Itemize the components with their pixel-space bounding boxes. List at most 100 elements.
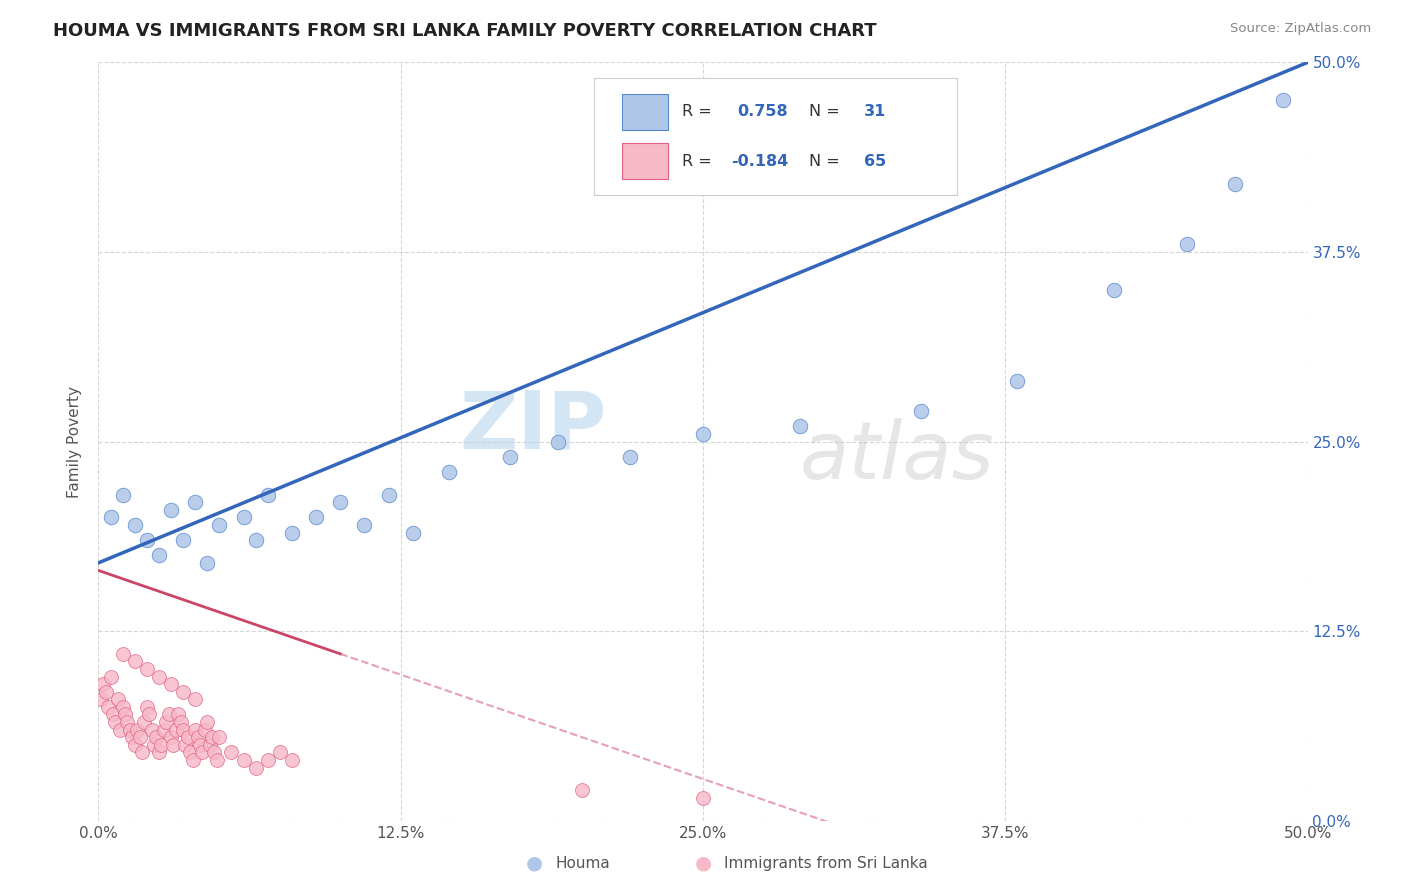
Point xyxy=(124,738,146,752)
Point xyxy=(172,723,194,737)
Point xyxy=(281,753,304,767)
Point xyxy=(619,450,641,464)
Point xyxy=(124,517,146,532)
Point xyxy=(162,738,184,752)
Point xyxy=(208,730,231,744)
Point xyxy=(148,669,170,683)
Point xyxy=(204,746,226,760)
Point xyxy=(177,730,200,744)
Point xyxy=(184,495,207,509)
Point xyxy=(198,738,221,752)
Point xyxy=(692,791,714,805)
Point xyxy=(134,715,156,730)
Point xyxy=(101,707,124,722)
Point xyxy=(172,533,194,548)
Point xyxy=(111,487,134,501)
Point xyxy=(135,533,157,548)
Point xyxy=(150,738,173,752)
Point xyxy=(100,510,122,524)
Point xyxy=(104,715,127,730)
Point xyxy=(232,753,254,767)
Point xyxy=(208,517,231,532)
Text: R =: R = xyxy=(682,104,717,120)
Point xyxy=(1223,177,1246,191)
Point xyxy=(127,723,149,737)
Point xyxy=(402,525,425,540)
Point xyxy=(135,699,157,714)
Point xyxy=(547,434,569,449)
Bar xyxy=(621,143,668,179)
Point xyxy=(90,692,112,706)
Point xyxy=(167,707,190,722)
Point xyxy=(117,715,139,730)
Point xyxy=(184,692,207,706)
Point xyxy=(245,533,267,548)
Point xyxy=(94,685,117,699)
Point xyxy=(174,738,197,752)
Point xyxy=(910,404,932,418)
Point xyxy=(187,730,209,744)
Point xyxy=(172,685,194,699)
Point xyxy=(155,715,177,730)
Point xyxy=(148,746,170,760)
Point xyxy=(692,427,714,442)
Point xyxy=(114,707,136,722)
Point xyxy=(152,723,174,737)
Text: N =: N = xyxy=(810,104,845,120)
Point xyxy=(571,783,593,797)
Point xyxy=(160,730,183,744)
Point xyxy=(138,707,160,722)
Point xyxy=(232,510,254,524)
Point xyxy=(789,419,811,434)
Point xyxy=(195,715,218,730)
Point xyxy=(124,655,146,669)
Point xyxy=(100,669,122,683)
Bar xyxy=(621,94,668,130)
Point xyxy=(194,723,217,737)
Point xyxy=(205,753,228,767)
Point xyxy=(329,495,352,509)
Point xyxy=(377,487,399,501)
Y-axis label: Family Poverty: Family Poverty xyxy=(67,385,83,498)
Point xyxy=(281,525,304,540)
Point xyxy=(111,647,134,661)
Point xyxy=(256,487,278,501)
Point xyxy=(160,677,183,691)
Point xyxy=(160,503,183,517)
Point xyxy=(305,510,328,524)
Point xyxy=(145,730,167,744)
Text: ●: ● xyxy=(526,854,543,873)
Text: -0.184: -0.184 xyxy=(731,153,787,169)
Text: Source: ZipAtlas.com: Source: ZipAtlas.com xyxy=(1230,22,1371,36)
Point xyxy=(128,730,150,744)
Text: Immigrants from Sri Lanka: Immigrants from Sri Lanka xyxy=(724,856,928,871)
Text: R =: R = xyxy=(682,153,717,169)
Point xyxy=(245,760,267,774)
Point xyxy=(1272,94,1295,108)
Point xyxy=(1007,374,1029,388)
Point xyxy=(353,517,375,532)
Point xyxy=(141,723,163,737)
Text: 31: 31 xyxy=(863,104,886,120)
Point xyxy=(498,450,520,464)
Text: ●: ● xyxy=(695,854,711,873)
Point xyxy=(107,692,129,706)
Point xyxy=(191,746,214,760)
Point xyxy=(157,707,180,722)
Text: atlas: atlas xyxy=(800,417,994,496)
Point xyxy=(195,556,218,570)
FancyBboxPatch shape xyxy=(595,78,957,195)
Point xyxy=(184,723,207,737)
Point xyxy=(118,723,141,737)
Point xyxy=(97,699,120,714)
Point xyxy=(108,723,131,737)
Point xyxy=(437,465,460,479)
Point xyxy=(179,746,201,760)
Point xyxy=(111,699,134,714)
Point xyxy=(1175,237,1198,252)
Point xyxy=(135,662,157,676)
Point xyxy=(165,723,187,737)
Point xyxy=(181,753,204,767)
Point xyxy=(188,738,211,752)
Point xyxy=(121,730,143,744)
